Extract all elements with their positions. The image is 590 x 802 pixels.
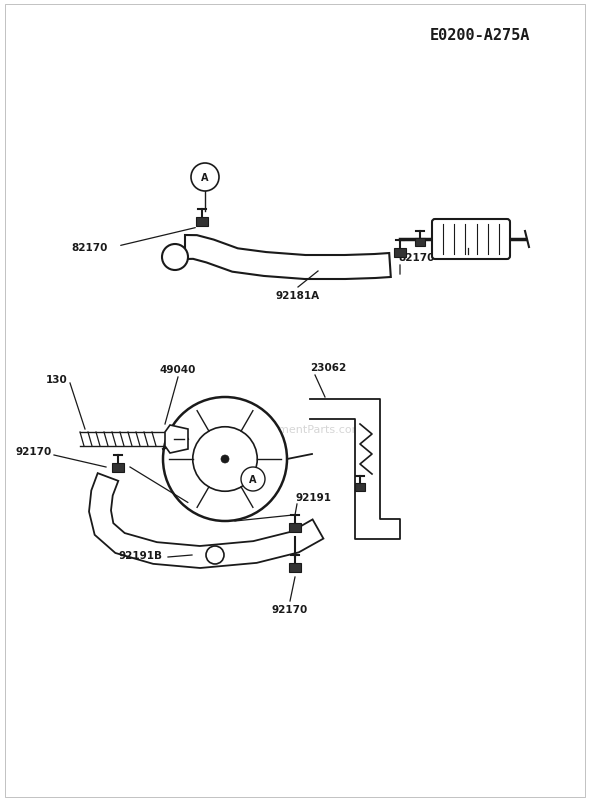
Circle shape <box>162 245 188 270</box>
Polygon shape <box>415 239 425 247</box>
Text: 92191: 92191 <box>295 492 331 502</box>
Polygon shape <box>112 463 124 472</box>
Text: E0200-A275A: E0200-A275A <box>430 28 530 43</box>
Polygon shape <box>355 484 365 492</box>
Text: 49019: 49019 <box>468 237 504 247</box>
Text: A: A <box>201 172 209 183</box>
Circle shape <box>191 164 219 192</box>
Text: A: A <box>249 475 257 484</box>
Polygon shape <box>89 473 323 569</box>
Polygon shape <box>289 523 301 532</box>
Polygon shape <box>196 217 208 226</box>
Polygon shape <box>394 248 406 257</box>
Text: eReplacementParts.com: eReplacementParts.com <box>227 424 363 435</box>
Text: 49040: 49040 <box>160 365 196 375</box>
Text: 92170: 92170 <box>16 447 52 456</box>
Circle shape <box>221 456 229 464</box>
Text: 130: 130 <box>46 375 68 384</box>
FancyBboxPatch shape <box>432 220 510 260</box>
Text: 92181A: 92181A <box>276 290 320 301</box>
Text: 82170: 82170 <box>398 253 434 263</box>
Circle shape <box>206 546 224 565</box>
Polygon shape <box>165 426 188 453</box>
Polygon shape <box>185 236 391 280</box>
Text: 82170: 82170 <box>71 243 108 253</box>
Polygon shape <box>310 399 400 539</box>
Text: 92170: 92170 <box>272 604 308 614</box>
Circle shape <box>163 398 287 521</box>
Text: 23062: 23062 <box>310 363 346 373</box>
Circle shape <box>193 427 257 492</box>
Polygon shape <box>289 563 301 572</box>
Text: 92191B: 92191B <box>118 550 162 561</box>
Circle shape <box>241 468 265 492</box>
